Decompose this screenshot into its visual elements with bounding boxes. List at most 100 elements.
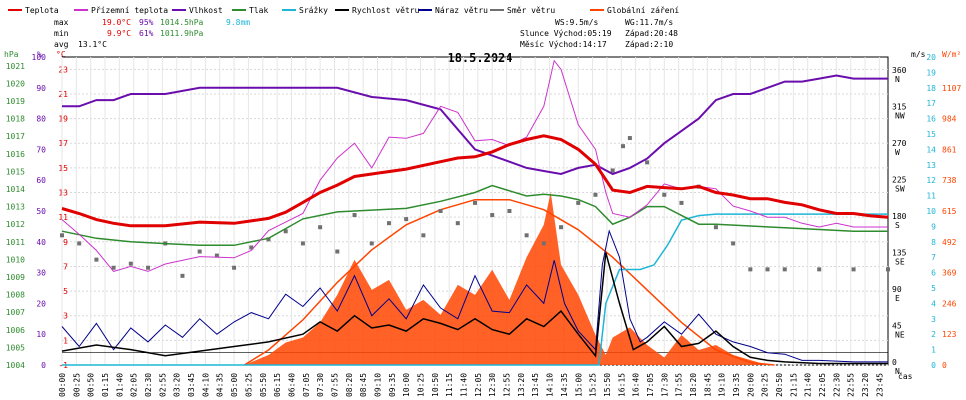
tick-dir: 45 [892,322,902,331]
tick-degc: 21 [58,90,68,99]
wind-dir-point [404,217,409,222]
tick-time: 22:05 [818,373,827,397]
tick-ms: 5 [931,284,936,293]
tick-dir-name: E [895,294,900,303]
info-wg: WG:11.7m/s [625,18,673,27]
tick-time: 18:20 [689,373,698,397]
tick-wm: 0 [942,361,947,370]
tick-pct: 0 [41,361,46,370]
rain-line [62,213,888,366]
tick-time: 02:55 [158,373,167,397]
tick-time: 23:45 [875,373,884,397]
tick-time: 21:15 [789,373,798,397]
stats-min-hum: 61% [139,29,154,38]
stats-avg-label: avg [54,40,69,49]
tick-time: 20:50 [775,373,784,397]
legend-item: Rychlost větru [352,6,420,15]
tick-time: 08:20 [345,373,354,397]
stats-min-temp: 9.9°C [107,29,131,38]
humidity-line [62,74,888,176]
tick-ms: 8 [931,238,936,247]
wind-dir-point [335,249,340,254]
tick-hpa: 1004 [6,361,25,370]
wind-dir-point [300,241,305,246]
wind-dir-point [197,249,202,254]
wind-dir-point [180,273,185,278]
radiation-area [244,192,888,365]
wind-dir-point [386,221,391,226]
info-sunset: Západ:20:48 [625,29,678,38]
wind-dir-point [782,267,787,272]
tick-time: 17:30 [660,373,669,397]
chart-legend: Teplota Přízemní teplota Vlhkost Tlak Srážky… [8,6,679,15]
tick-degc: 17 [58,139,68,148]
stats-max-label: max [54,18,69,27]
stats-max-rain: 9.8mm [226,18,250,27]
wind-dir-point [541,241,546,246]
wind-dir-point [214,253,219,258]
tick-dir-name: N [895,75,900,84]
unit-hpa: hPa [4,50,19,59]
tick-ms: 2 [931,330,936,339]
tick-time: 07:30 [316,373,325,397]
tick-degc: 13 [58,189,68,198]
tick-time: 03:20 [173,373,182,397]
tick-dir: 0 [892,358,897,367]
wind-dir-point [77,241,82,246]
tick-hpa: 1018 [6,115,25,124]
tick-dir: 270 [892,139,907,148]
tick-time: 01:15 [101,373,110,397]
tick-ms: 20 [926,53,936,62]
tick-time: 05:25 [244,373,253,397]
tick-time: 06:40 [287,373,296,397]
tick-time: 06:15 [273,373,282,397]
tick-hpa: 1014 [6,185,25,194]
tick-ms: 10 [926,207,936,216]
tick-ms: 0 [931,361,936,370]
wind-dir-point [748,267,753,272]
tick-wm: 369 [942,269,957,278]
tick-ms: 9 [931,222,936,231]
tick-ms: 7 [931,253,936,262]
tick-time: 12:05 [474,373,483,397]
tick-ms: 4 [931,299,936,308]
tick-hpa: 1005 [6,343,25,352]
wind-dir-point [524,233,529,238]
tick-ms: 15 [926,130,936,139]
wind-dir-point [473,200,477,205]
tick-time: 12:55 [503,373,512,397]
stats-avg-temp: 13.1°C [78,40,107,49]
tick-degc: 19 [58,115,68,124]
info-ws: WS:9.5m/s [555,18,599,27]
wind-dir-point [731,241,736,246]
tick-hpa: 1016 [6,150,25,159]
tick-time: 22:30 [832,373,841,397]
tick-dir-name: SE [895,258,905,267]
tick-dir: 360 [892,66,907,75]
tick-dir: 90 [892,285,902,294]
pressure-line [61,184,888,247]
tick-time: 10:25 [417,373,426,397]
unit-time: čas [898,371,913,381]
tick-degc: 23 [58,65,68,74]
stats-block: max 19.0°C 95% 1014.5hPa 9.8mm min 9.9°C… [54,18,250,49]
tick-time: 13:20 [517,373,526,397]
tick-ms: 16 [926,115,936,124]
tick-time: 11:40 [460,373,469,397]
wind-dir-point [627,136,632,141]
tick-wm: 615 [942,207,957,216]
legend-item: Tlak [249,6,268,15]
tick-wm: 123 [942,330,957,339]
tick-time: 03:45 [187,373,196,397]
tick-ms: 17 [926,99,936,108]
tick-degc: 11 [58,213,68,222]
wind-dir-point [507,209,512,213]
tick-time: 21:40 [804,373,813,397]
wind-dir-point [249,245,254,250]
legend-item: Srážky [299,6,328,15]
tick-time: 08:45 [359,373,368,397]
info-moonrise: Měsíc Východ:14:17 [520,40,607,49]
tick-time: 10:50 [431,373,440,397]
tick-time: 04:10 [201,373,210,397]
tick-ms: 19 [926,68,936,77]
